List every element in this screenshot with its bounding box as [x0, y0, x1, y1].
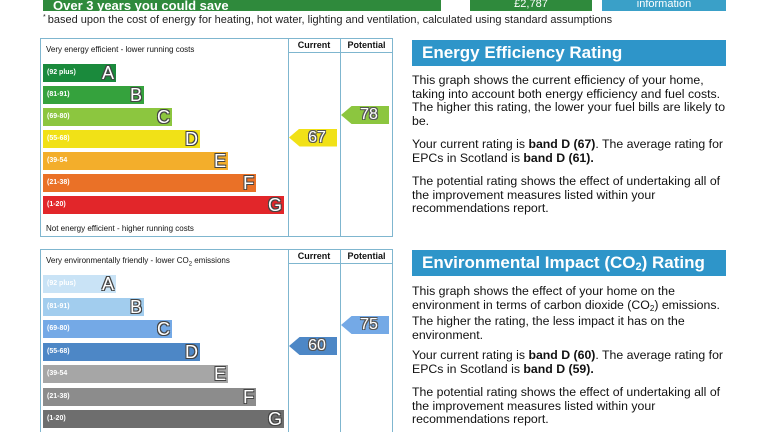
energy-band-letter: E [213, 151, 226, 171]
env-band-range: (39-54 [47, 370, 68, 377]
env-band-range: (21-38) [47, 392, 70, 400]
energy-paragraph-3: The potential rating shows the effect of… [412, 174, 721, 215]
energy-band-e: (39-54 E [43, 152, 228, 170]
savings-header: Over 3 years you could save [43, 0, 441, 11]
energy-current-header: Current [297, 40, 331, 50]
env-band-letter: D [185, 341, 198, 362]
energy-current-arrow: 67 [289, 128, 337, 147]
env-band-a: (92 plus) A [43, 275, 116, 293]
energy-band-range: (39-54 [47, 157, 68, 164]
energy-title-bar: Energy Efficiency Rating [412, 40, 726, 66]
env-band-letter: F [243, 386, 254, 407]
env-current-band: band D (60) [528, 348, 596, 362]
env-average-band: band D (59). [523, 361, 594, 376]
env-top-caption: Very environmentally friendly - lower CO… [46, 256, 230, 268]
footnote: * based upon the cost of energy for heati… [43, 14, 612, 26]
env-potential-header: Potential [347, 251, 386, 261]
env-current-header: Current [297, 251, 331, 261]
env-paragraph-3: The potential rating shows the effect of… [412, 385, 721, 426]
env-p1-post: ) emissions. The higher the rating, the … [412, 297, 720, 342]
env-header-rule [288, 263, 393, 264]
footnote-text: based upon the cost of energy for heatin… [47, 14, 613, 26]
energy-bottom-caption: Not energy efficient - higher running co… [46, 224, 194, 233]
energy-band-range: (1-20) [47, 201, 66, 208]
env-band-d: (55-68) D [43, 341, 200, 362]
env-title-post: ) Rating [641, 253, 705, 272]
env-divider-1 [288, 249, 289, 432]
env-band-letter: C [157, 319, 170, 339]
energy-paragraph-2: Your current rating is band D (67). The … [412, 137, 726, 165]
energy-divider-1 [288, 38, 289, 237]
energy-band-g: (1-20) G [43, 196, 284, 214]
information-box: information [602, 0, 726, 11]
energy-band-letter: D [185, 129, 198, 149]
energy-band-range: (81-91) [47, 91, 70, 98]
env-band-b: (81-91) B [43, 296, 144, 317]
env-divider-2 [340, 249, 341, 432]
env-potential-arrow: 75 [341, 316, 389, 334]
energy-paragraph-1: This graph shows the current efficiency … [412, 73, 726, 128]
env-title-pre: Environmental Impact (CO [422, 253, 636, 272]
energy-band-range: (69-80) [47, 113, 70, 120]
env-band-range: (69-80) [47, 325, 70, 332]
env-paragraph-2: Your current rating is band D (60). The … [412, 348, 726, 376]
env-band-c: (69-80) C [43, 320, 172, 338]
env-current-arrow: 60 [289, 337, 337, 355]
energy-band-range: (55-68) [47, 135, 70, 142]
savings-amount-box: £2,787 [470, 0, 592, 11]
env-band-range: (55-68) [47, 347, 70, 355]
env-p2-pre: Your current rating is [412, 348, 529, 362]
env-caption-end: emissions [192, 256, 230, 265]
env-band-letter: G [267, 409, 282, 429]
footnote-mark: * [43, 14, 46, 21]
env-band-letter: B [129, 296, 142, 317]
env-band-range: (92 plus) [47, 280, 76, 287]
energy-band-letter: A [101, 63, 114, 83]
energy-potential-arrow: 78 [341, 106, 389, 124]
env-paragraph-1: This graph shows the effect of your home… [412, 284, 726, 342]
env-band-e: (39-54 E [43, 365, 228, 383]
env-band-letter: E [213, 364, 226, 384]
energy-header-rule [288, 52, 393, 53]
env-band-letter: A [101, 274, 114, 294]
energy-band-c: (69-80) C [43, 108, 172, 126]
energy-average-band: band D (61). [523, 150, 594, 165]
energy-band-letter: G [267, 195, 282, 215]
energy-divider-2 [340, 38, 341, 237]
env-caption-text: Very environmentally friendly - lower CO [46, 256, 189, 265]
energy-band-b: (81-91) B [43, 86, 144, 104]
env-p2-mid: . The average rating for EPCs in Scotlan… [412, 348, 724, 376]
env-p1-pre: This graph shows the effect of your home… [412, 284, 675, 312]
energy-band-a: (92 plus) A [43, 64, 116, 82]
energy-band-letter: C [157, 107, 170, 127]
energy-band-letter: F [243, 173, 254, 193]
env-band-g: (1-20) G [43, 410, 284, 428]
env-title-bar: Environmental Impact (CO2) Rating [412, 250, 726, 276]
energy-p2-mid: . The average rating for EPCs in Scotlan… [412, 137, 724, 165]
energy-band-d: (55-68) D [43, 130, 200, 148]
env-p1-sub: 2 [649, 303, 655, 313]
energy-band-letter: B [129, 85, 142, 105]
energy-band-range: (21-38) [47, 179, 70, 186]
env-caption-sub: 2 [188, 261, 193, 268]
energy-band-f: (21-38) F [43, 174, 256, 192]
env-band-range: (1-20) [47, 415, 66, 422]
env-band-range: (81-91) [47, 302, 70, 310]
energy-potential-header: Potential [347, 40, 386, 50]
env-title-sub: 2 [635, 261, 642, 273]
energy-current-band: band D (67) [528, 137, 596, 151]
env-band-f: (21-38) F [43, 386, 256, 407]
energy-band-range: (92 plus) [47, 69, 76, 76]
energy-p2-pre: Your current rating is [412, 137, 529, 151]
energy-top-caption: Very energy efficient - lower running co… [46, 45, 195, 54]
